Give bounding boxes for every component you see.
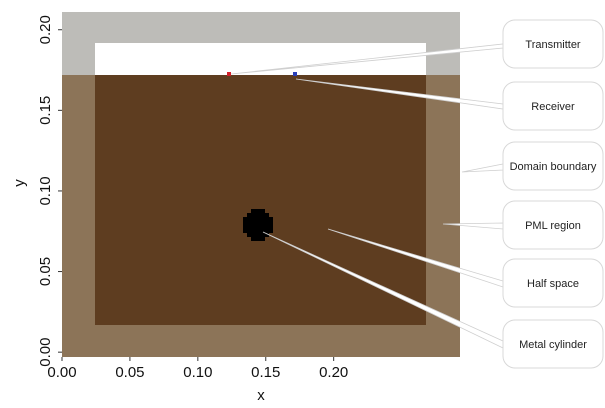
transmitter bbox=[227, 72, 231, 76]
callout-label: PML region bbox=[525, 220, 581, 232]
callout-box bbox=[502, 258, 604, 308]
callout-label: Metal cylinder bbox=[519, 339, 587, 351]
x-tick-label: 0.05 bbox=[115, 364, 144, 381]
x-tick-label: 0.00 bbox=[47, 364, 76, 381]
callout-label: Receiver bbox=[531, 101, 575, 113]
callouts: Transmitter Receiver Domain boundary PML re… bbox=[502, 19, 604, 369]
y-axis-label: y bbox=[11, 179, 28, 187]
metal-cylinder bbox=[243, 209, 273, 241]
callout-label: Domain boundary bbox=[510, 161, 597, 173]
wedge bbox=[461, 163, 504, 173]
callout-label: Transmitter bbox=[525, 39, 581, 51]
y-tick-label: 0.15 bbox=[37, 96, 54, 125]
callout-box bbox=[502, 319, 604, 369]
x-tick-label: 0.20 bbox=[319, 364, 348, 381]
callout-box bbox=[502, 141, 604, 191]
y-tick-label: 0.10 bbox=[37, 176, 54, 205]
callout-box bbox=[502, 200, 604, 250]
callout-label: Half space bbox=[527, 278, 579, 290]
x-axis-label: x bbox=[257, 387, 265, 404]
y-tick-label: 0.00 bbox=[37, 338, 54, 367]
y-tick-label: 0.05 bbox=[37, 257, 54, 286]
callout-box bbox=[502, 81, 604, 131]
receiver bbox=[293, 72, 297, 76]
half-space bbox=[95, 75, 426, 325]
y-tick-label: 0.20 bbox=[37, 15, 54, 44]
x-tick-label: 0.10 bbox=[183, 364, 212, 381]
callout-box bbox=[502, 19, 604, 69]
x-tick-label: 0.15 bbox=[251, 364, 280, 381]
